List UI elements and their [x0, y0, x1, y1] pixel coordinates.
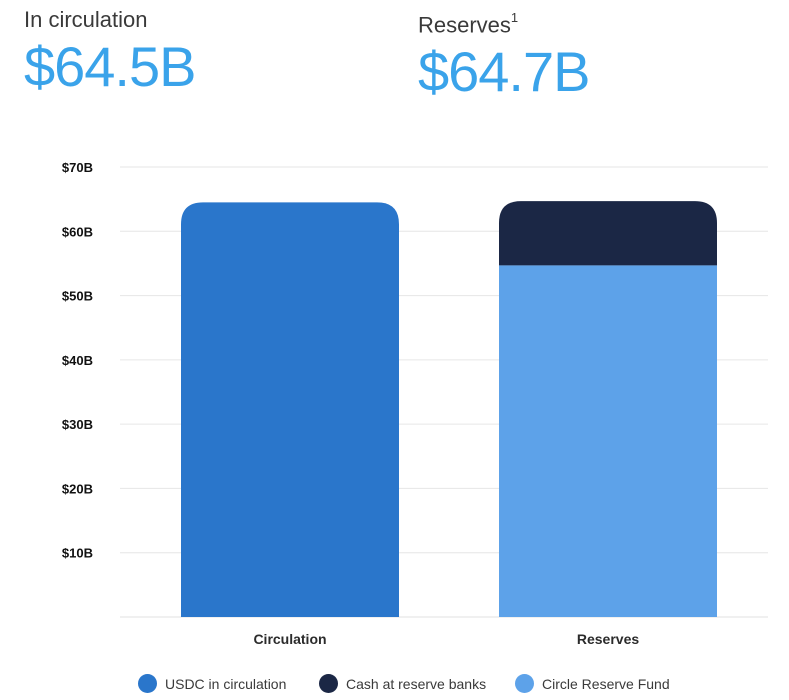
y-tick-label: $20B: [62, 481, 93, 496]
reserves-label-row: Reserves1: [418, 0, 590, 45]
y-tick-label: $60B: [62, 224, 93, 239]
y-tick-label: $10B: [62, 546, 93, 561]
legend-label-usdc: USDC in circulation: [165, 675, 287, 692]
y-tick-label: $50B: [62, 289, 93, 304]
y-tick-label: $30B: [62, 417, 93, 432]
legend-label-fund: Circle Reserve Fund: [542, 675, 670, 692]
legend-swatch-usdc: [138, 674, 157, 693]
legend-swatch-fund: [515, 674, 534, 693]
x-tick-label: Reserves: [577, 631, 639, 647]
reserves-footnote: 1: [510, 10, 519, 25]
y-tick-label: $40B: [62, 353, 93, 368]
chart-legend: USDC in circulation Cash at reserve bank…: [0, 674, 789, 698]
reserves-label: Reserves: [418, 12, 511, 38]
legend-label-cash: Cash at reserve banks: [346, 675, 487, 692]
x-tick-label: Circulation: [253, 631, 326, 647]
bar-reserves-cash-at-reserve-banks: [499, 201, 717, 266]
legend-swatch-cash: [319, 674, 338, 693]
bar-chart: $10B $20B $30B $40B $50B $60B $70B Circulation R…: [62, 160, 768, 647]
bar-reserves-circle-reserve-fund: [499, 265, 717, 617]
legend-item-usdc: USDC in circulation: [138, 674, 286, 693]
bar-circulation-usdc-in-circulation: [181, 202, 399, 617]
circulation-stat: In circulation $64.5B: [24, 0, 196, 98]
legend-item-cash: Cash at reserve banks: [319, 674, 486, 693]
legend-item-fund: Circle Reserve Fund: [515, 674, 670, 693]
reserves-value: $64.7B: [418, 40, 590, 104]
reserves-stat: Reserves1 $64.7B: [418, 0, 590, 103]
circulation-value: $64.5B: [24, 35, 196, 98]
y-tick-label: $70B: [62, 160, 93, 175]
circulation-label: In circulation: [24, 7, 148, 32]
